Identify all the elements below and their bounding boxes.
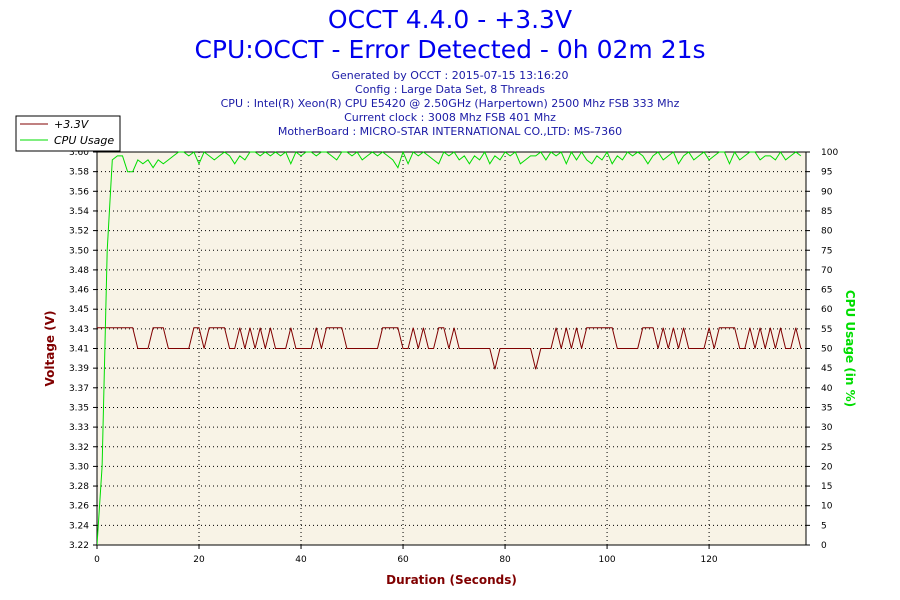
x-tick-label: 80	[499, 555, 511, 565]
y-tick-label: 3.48	[69, 266, 89, 276]
y2-tick-label: 5	[821, 521, 827, 531]
y-tick-label: 3.28	[69, 482, 89, 492]
y2-tick-label: 85	[821, 207, 832, 217]
y-tick-label: 3.32	[69, 443, 89, 453]
y2-tick-label: 70	[821, 266, 833, 276]
legend-label-cpu-usage: CPU Usage	[54, 134, 114, 147]
chart-title: OCCT 4.4.0 - +3.3V	[327, 5, 573, 34]
x-tick-label: 0	[94, 555, 100, 565]
y2-axis-label: CPU Usage (in %)	[843, 290, 857, 407]
y2-tick-label: 0	[821, 541, 827, 551]
y-tick-label: 3.26	[69, 502, 89, 512]
y2-tick-label: 80	[821, 227, 833, 237]
series-line-voltage	[97, 327, 802, 370]
y2-tick-label: 20	[821, 462, 833, 472]
plot-background	[97, 152, 806, 545]
legend-label-voltage: +3.3V	[54, 118, 90, 131]
y2-tick-label: 90	[821, 187, 833, 197]
y2-tick-label: 65	[821, 286, 832, 296]
info-config: Config : Large Data Set, 8 Threads	[355, 83, 545, 96]
x-tick-label: 120	[700, 555, 717, 565]
y2-tick-label: 35	[821, 403, 832, 413]
y-tick-label: 3.41	[69, 345, 89, 355]
y2-tick-label: 25	[821, 443, 832, 453]
y2-tick-label: 100	[821, 148, 838, 158]
y-tick-label: 3.54	[69, 207, 89, 217]
y2-tick-label: 45	[821, 364, 832, 374]
y2-tick-label: 30	[821, 423, 833, 433]
x-tick-label: 60	[397, 555, 409, 565]
info-clock: Current clock : 3008 Mhz FSB 401 Mhz	[344, 111, 556, 124]
y2-tick-label: 40	[821, 384, 833, 394]
plot-frame	[96, 151, 807, 546]
y-tick-label: 3.22	[69, 541, 89, 551]
chart-subtitle: CPU:OCCT - Error Detected - 0h 02m 21s	[194, 35, 706, 64]
y-tick-label: 3.60	[69, 148, 89, 158]
x-tick-label: 20	[193, 555, 205, 565]
info-motherboard: MotherBoard : MICRO-STAR INTERNATIONAL C…	[277, 125, 623, 138]
y-tick-label: 3.24	[69, 521, 89, 531]
y-axis-label: Voltage (V)	[43, 311, 57, 387]
y-tick-label: 3.33	[69, 423, 89, 433]
info-generated: Generated by OCCT : 2015-07-15 13:16:20	[331, 69, 569, 82]
y2-tick-label: 50	[821, 345, 833, 355]
y-tick-label: 3.37	[69, 384, 89, 394]
y-tick-label: 3.56	[69, 187, 89, 197]
info-cpu: CPU : Intel(R) Xeon(R) CPU E5420 @ 2.50G…	[220, 97, 680, 110]
y2-tick-label: 55	[821, 325, 832, 335]
legend-box	[15, 115, 121, 152]
y-tick-label: 3.52	[69, 227, 89, 237]
y-tick-label: 3.46	[69, 286, 89, 296]
y2-tick-label: 15	[821, 482, 832, 492]
y-tick-label: 3.30	[69, 462, 89, 472]
x-tick-label: 40	[295, 555, 307, 565]
x-tick-label: 100	[598, 555, 615, 565]
y2-tick-label: 60	[821, 305, 833, 315]
y-tick-label: 3.35	[69, 403, 89, 413]
y-tick-label: 3.39	[69, 364, 89, 374]
y-tick-label: 3.45	[69, 305, 89, 315]
y-tick-label: 3.58	[69, 168, 89, 178]
y-tick-label: 3.50	[69, 246, 89, 256]
y2-tick-label: 10	[821, 502, 833, 512]
y2-tick-label: 95	[821, 168, 832, 178]
y-tick-label: 3.43	[69, 325, 89, 335]
y2-tick-label: 75	[821, 246, 832, 256]
series-line-cpu-usage	[97, 151, 802, 546]
x-axis-label: Duration (Seconds)	[386, 573, 517, 587]
